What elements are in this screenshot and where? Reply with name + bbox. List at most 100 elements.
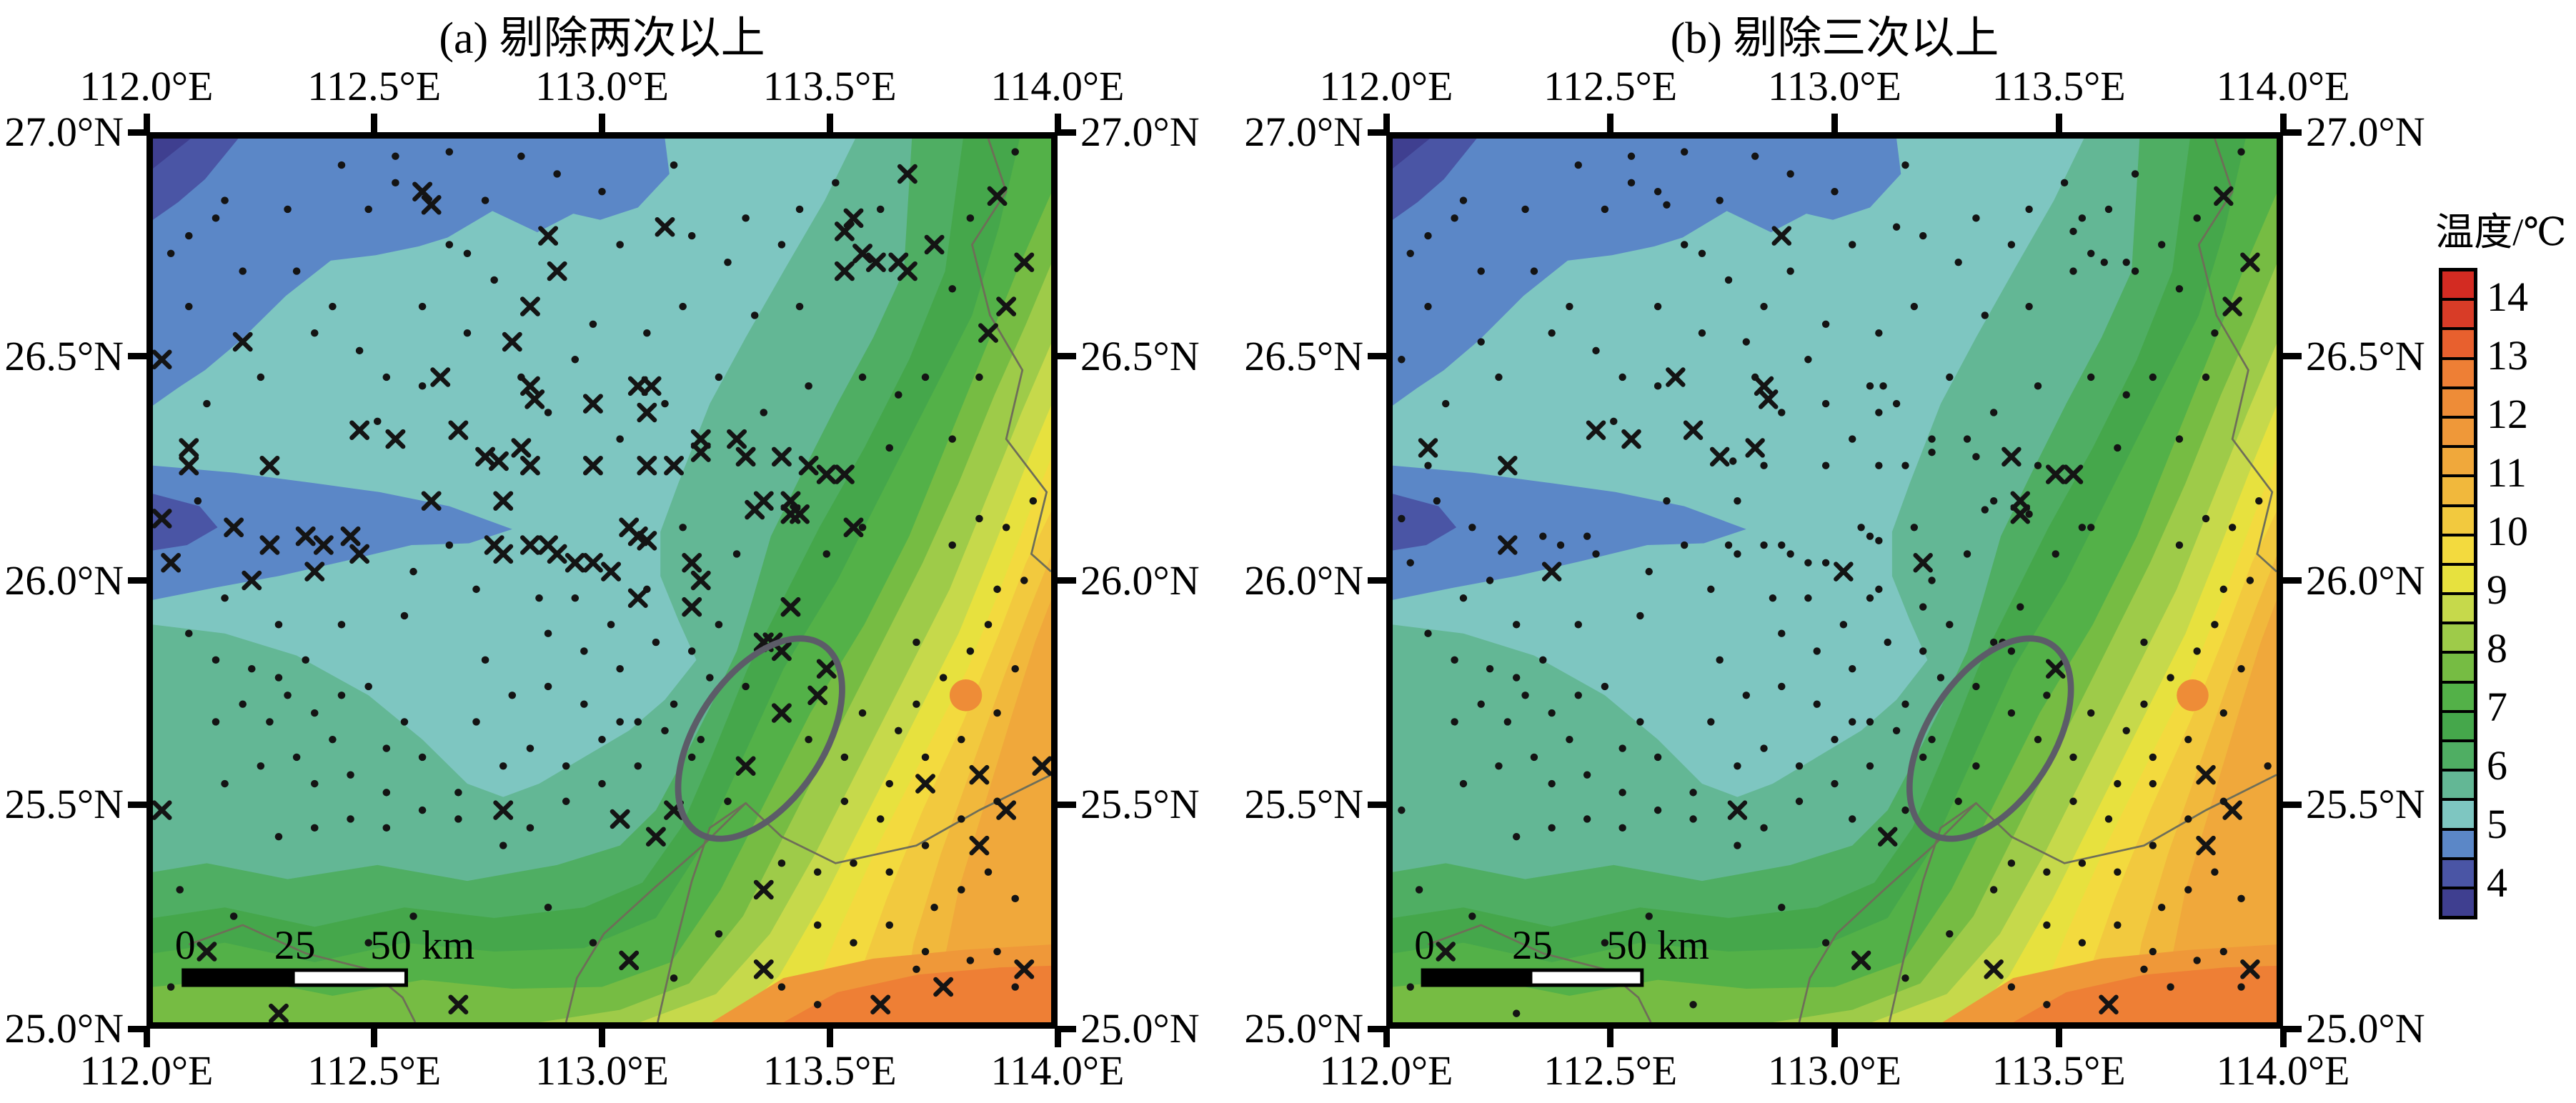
station-dot [1804,356,1812,364]
station-dot [2219,585,2227,594]
lon-tick-label: 114.0°E [990,1047,1125,1094]
station-dot [2131,170,2139,178]
station-dot [1849,665,1856,673]
station-dot [2043,921,2051,929]
station-dot [813,1001,822,1009]
station-dot [2131,267,2139,275]
station-dot [1548,824,1556,832]
lon-tick-label: 112.0°E [79,63,214,109]
station-cross [1771,226,1792,246]
station-dot [2149,373,2157,381]
station-dot [1601,205,1609,214]
highlight-ellipse [1906,635,2074,842]
station-dot [1486,665,1494,673]
contour-map: 0 25 50 km [153,139,1051,1022]
colorbar-title: 温度/℃ [2435,211,2567,254]
station-cross [2001,446,2021,467]
station-dot [1928,435,1936,443]
colorbar-tick-label: 11 [2487,449,2527,496]
lon-tick-label: 113.0°E [1768,1047,1901,1094]
x-axis-tick [1054,114,1061,132]
station-dot [1760,541,1768,549]
station-cross [349,420,370,440]
station-dot [1406,559,1414,567]
station-cross [834,261,855,281]
station-dot [1866,762,1874,770]
station-dot [1601,682,1609,691]
station-dot [544,903,552,912]
station-cross [1014,959,1035,979]
station-dot [490,276,498,284]
station-dot [364,205,372,214]
station-dot [1574,161,1582,169]
station-dot [364,682,372,691]
station-cross [987,186,1008,206]
station-dot [517,152,525,160]
station-dot [1698,249,1706,258]
station-cross [179,455,199,476]
station-dot [1512,674,1521,682]
boundary-line [970,139,1051,573]
station-dot [1804,594,1812,602]
station-dot [921,947,930,956]
station-cross [637,531,657,551]
station-dot [1875,409,1883,416]
station-dot [715,930,723,938]
station-dot [1398,356,1406,364]
station-cross [1032,756,1051,777]
y-axis-tick [1058,801,1076,808]
station-cross [610,809,630,829]
station-dot [1831,779,1839,788]
station-dot [975,373,983,381]
station-cross [2010,504,2031,524]
station-dot [795,205,804,214]
lat-tick-label: 25.0°N [4,1005,124,1052]
lat-tick-label: 25.5°N [1244,781,1363,828]
station-dot [1901,974,1909,982]
station-cross [340,526,361,546]
station-dot [616,435,624,443]
station-dot [2202,514,2210,523]
station-cross [969,835,990,856]
station-dot [1653,806,1662,814]
station-cross [1745,438,1765,458]
station-dot [2114,779,2122,788]
y-axis-tick [1368,577,1386,584]
station-dot [1866,594,1874,602]
station-dot [337,621,346,629]
station-cross [745,499,765,520]
station-dot [670,700,678,708]
station-dot [274,621,283,629]
station-cross [641,376,662,396]
station-dot [409,567,417,576]
station-cross [1498,455,1518,476]
station-dot [1698,329,1706,337]
station-cross [259,535,280,555]
station-dot [2184,735,2192,744]
station-dot [1919,753,1927,762]
station-dot [616,665,624,673]
station-cross [1851,950,1871,971]
station-cross [843,208,864,229]
station-cross [493,544,514,564]
station-cross [2046,464,2066,484]
station-dot [329,735,337,744]
station-dot [2175,435,2184,443]
station-dot [553,170,561,178]
station-dot [418,302,427,311]
station-dot [993,709,1001,717]
station-dot [2025,510,2033,518]
station-dot [176,886,184,894]
station-dot [966,957,975,964]
station-dot [2255,496,2263,505]
station-cross [852,244,872,264]
station-dot [1618,824,1626,832]
station-dot [2219,709,2227,717]
y-axis-tick [128,1025,146,1032]
station-cross [430,367,451,387]
lat-tick-label: 25.5°N [4,781,124,828]
station-dot [1963,435,1971,443]
station-dot [463,249,472,258]
x-axis-tick [1383,1029,1390,1047]
station-dot [212,214,220,222]
